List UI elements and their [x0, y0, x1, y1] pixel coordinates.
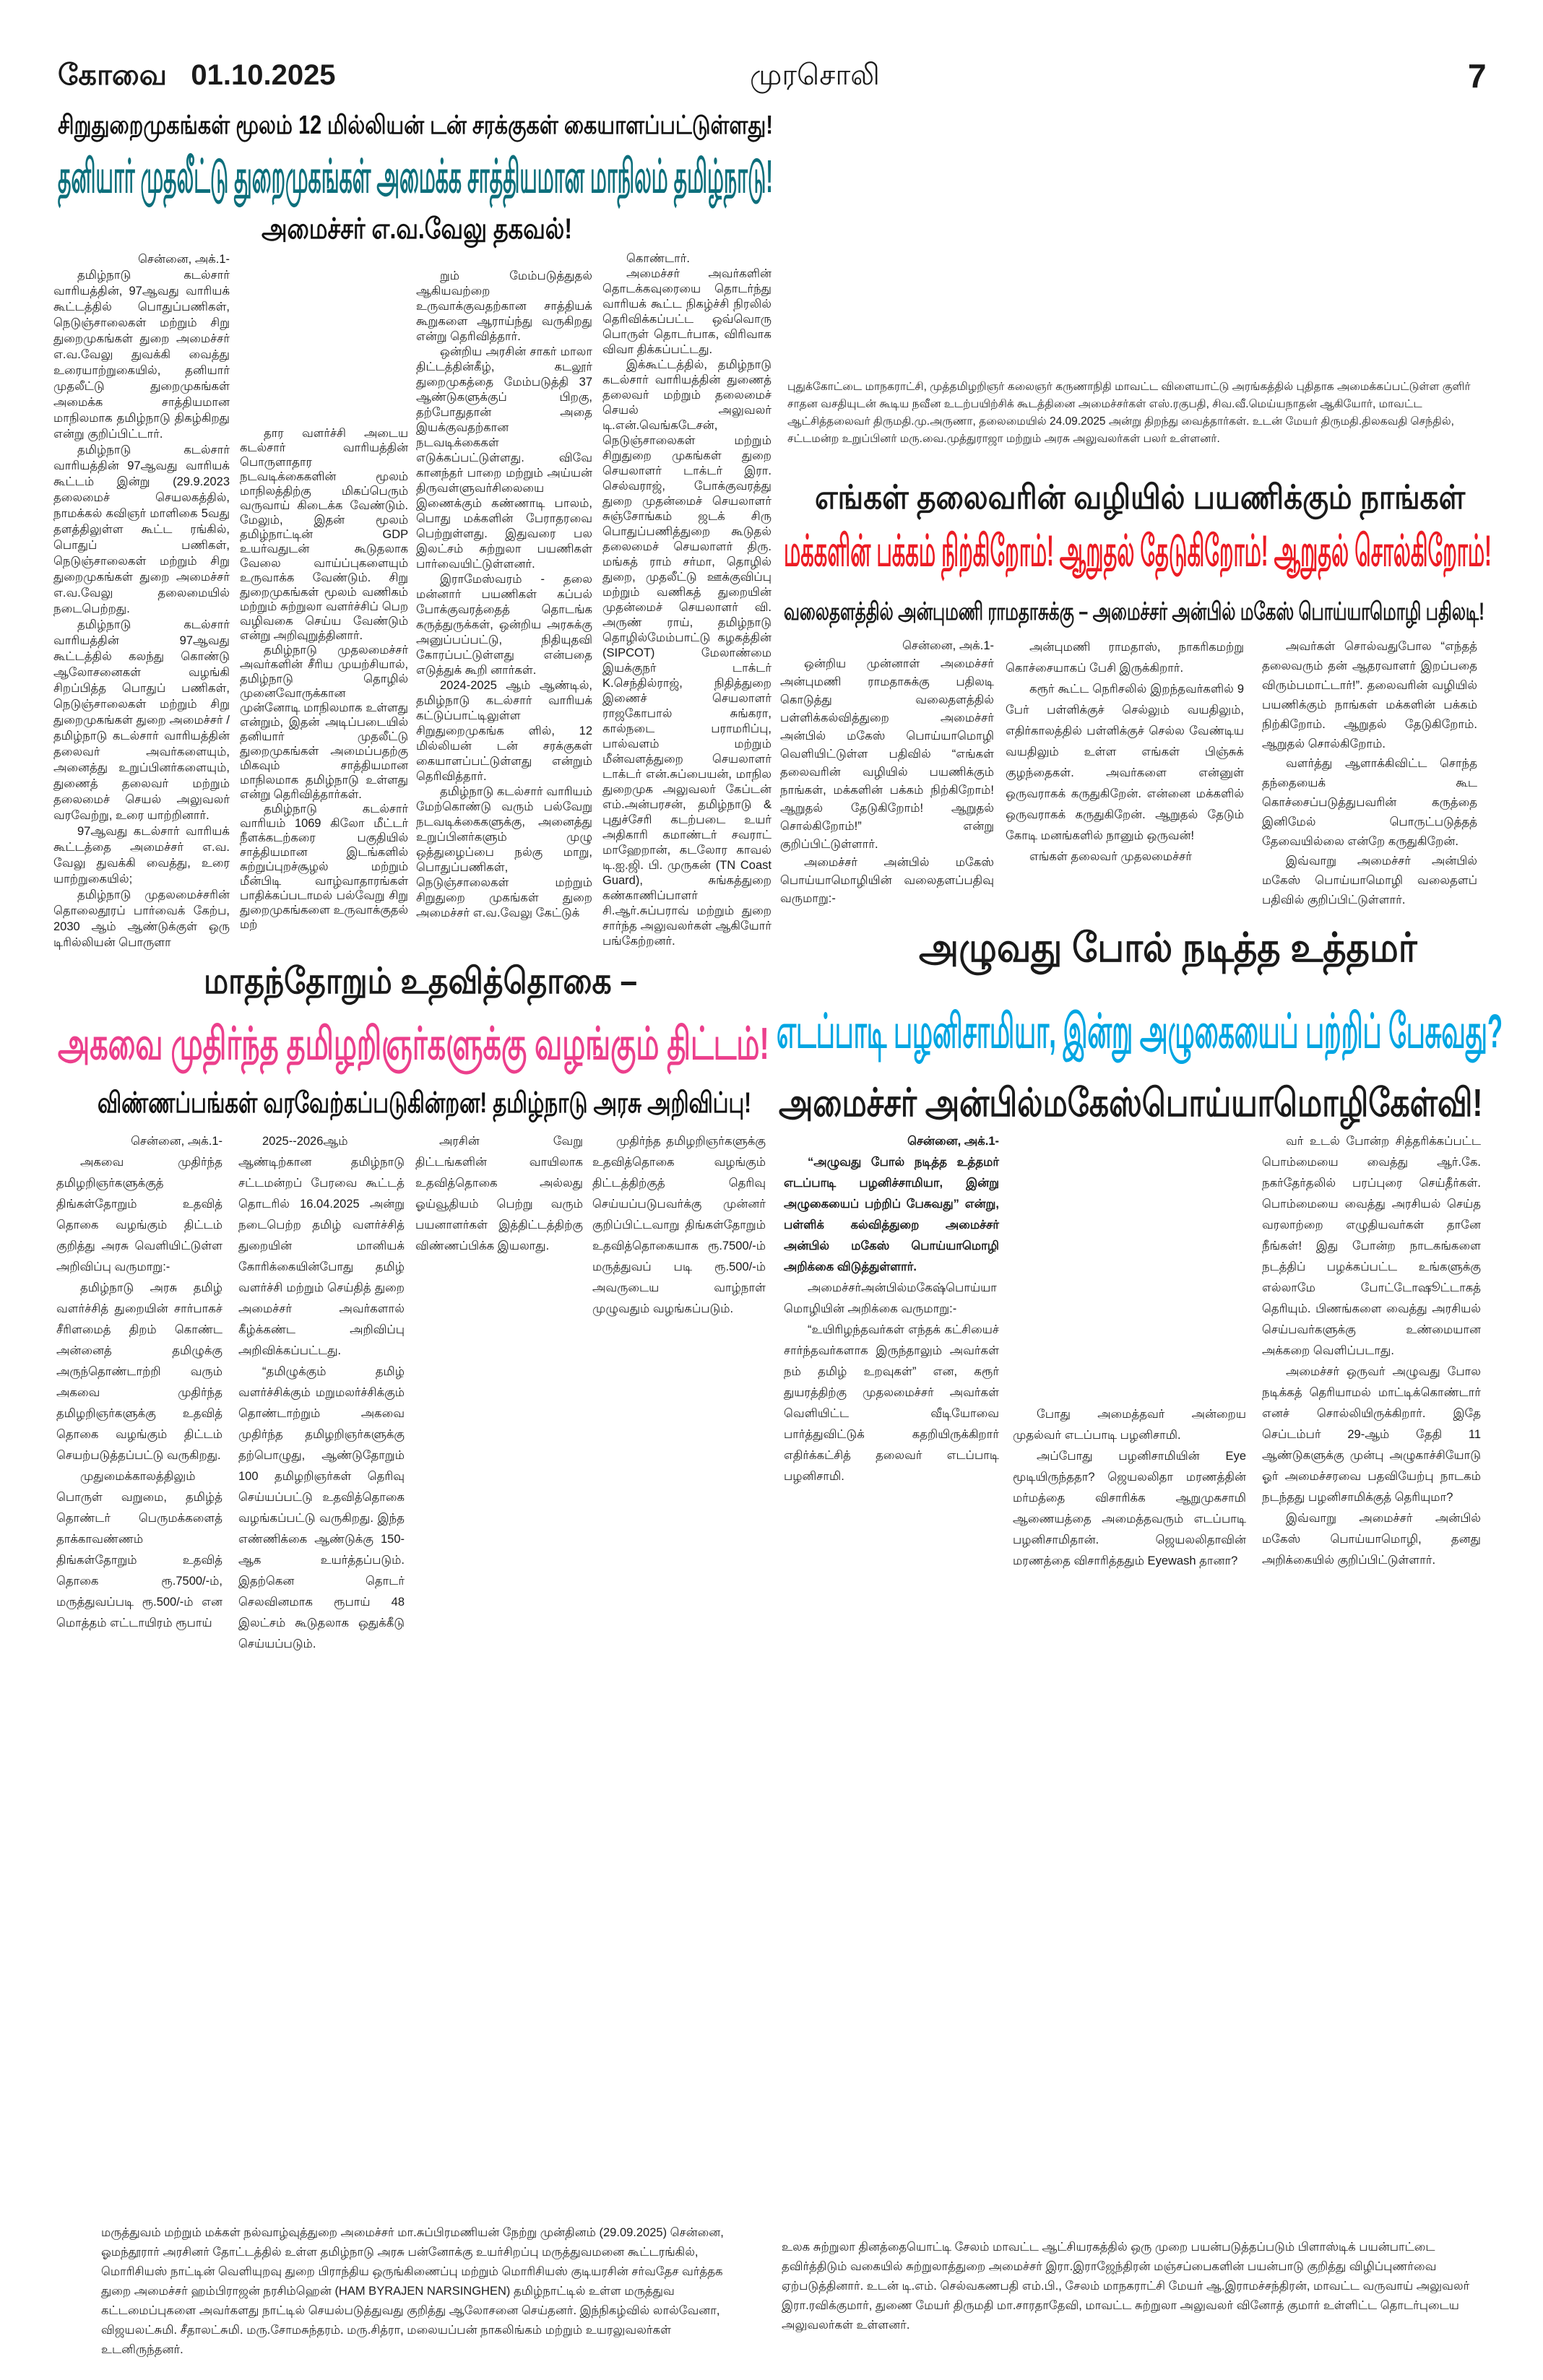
paragraph: கரூர் கூட்ட நெரிசலில் இறந்தவர்களில் 9 பே… [1006, 683, 1244, 842]
paragraph: வர் உடல் போன்ற சித்தரிக்கப்பட்ட பொம்மையை… [1262, 1135, 1481, 1357]
photo-placeholder [94, 1892, 766, 2210]
paragraph: தமிழ்நாடு முதலமைச்சரின் தொலைதூரப் பார்வை… [53, 888, 230, 949]
paragraph: முதுமைக்காலத்திலும் பொருள் வறுமை, தமிழ்த… [56, 1470, 222, 1630]
kicker: எங்கள் தலைவரின் வழியில் பயணிக்கும் நாங்க… [815, 478, 1466, 516]
paragraph: 2025--2026ஆம் ஆண்டிற்கான தமிழ்நாடு சட்டம… [238, 1135, 405, 1357]
dateline: சென்னை, அக்.1- [131, 1135, 222, 1148]
kicker: மாதந்தோறும் உதவித்தொகை – [204, 961, 638, 1001]
paragraph: எங்கள் தலைவர் முதலமைச்சர் [1029, 850, 1192, 863]
headline: தனியார் முதலீட்டு துறைமுகங்கள் அமைக்க சா… [58, 150, 773, 202]
paragraph: தமிழ்நாடு முதலமைச்சர் அவர்களின் சீரிய மு… [240, 644, 408, 801]
photo-caption: மருத்துவம் மற்றும் மக்கள் நல்வாழ்வுத்துற… [101, 2226, 724, 2356]
article-column: றும் மேம்படுத்துதல் ஆகியவற்றை உருவாக்குவ… [416, 269, 592, 921]
paragraph: அவர்கள் சொல்வதுபோல “எந்தத் தலைவரும் தன் … [1262, 640, 1477, 750]
paragraph: றும் மேம்படுத்துதல் ஆகியவற்றை உருவாக்குவ… [416, 269, 592, 343]
paragraph: அப்போது பழனிசாமியின் Eye மூடியிருந்ததா? … [1013, 1450, 1246, 1567]
paragraph: போது அமைத்தவர் அன்றைய முதல்வர் எடப்பாடி … [1013, 1408, 1246, 1442]
paragraph: அமைச்சர் அன்பில் மகேஸ் பொய்யாமொழியின் வல… [780, 856, 994, 905]
kicker: அழுவது போல் நடித்த உத்தமர் [919, 925, 1417, 970]
edition: கோவை [58, 59, 168, 91]
paragraph: இக்கூட்டத்தில், தமிழ்நாடு கடல்சார் வாரிய… [602, 358, 772, 948]
paragraph: இராமேஸ்வரம் - தலை மன்னார் பயணிகள் கப்பல்… [416, 573, 592, 677]
date: 01.10.2025 [191, 59, 336, 91]
photo-placeholder [780, 231, 1503, 376]
paragraph: அமைச்சர் ஒருவர் அழுவது போல நடிக்கத் தெரி… [1262, 1365, 1481, 1504]
article-column: தார வளர்ச்சி அடைய கடல்சார் வாரியத்தின் ப… [240, 426, 408, 932]
paragraph: அமைச்சர்அன்பில்மகேஷ்பொய்யாமொழியின் அறிக்… [784, 1281, 997, 1315]
subhead: அமைச்சர் எ.வ.வேலு தகவல்! [262, 213, 572, 245]
subhead: விண்ணப்பங்கள் வரவேற்கப்படுகின்றன! தமிழ்ந… [98, 1087, 751, 1119]
article-column: சென்னை, அக்.1- “அழுவது போல் நடித்த உத்தமர… [784, 1131, 999, 1487]
subhead: அமைச்சர் அன்பில்மகேஸ்பொய்யாமொழிகேள்வி! [779, 1081, 1483, 1125]
page-number: 7 [1468, 57, 1487, 95]
dateline: சென்னை, அக்.1- [902, 639, 994, 652]
paragraph: தமிழ்நாடு அரசு தமிழ் வளர்ச்சித் துறையின்… [56, 1281, 222, 1462]
article-column: கொண்டார். அமைச்சர் அவர்களின் தொடக்கவுரையை… [602, 251, 772, 949]
paragraph: முதிர்ந்த தமிழறிஞர்களுக்கு உதவித்தொகை வழ… [592, 1135, 766, 1315]
paragraph: தமிழ்நாடு கடல்சார் வாரியம் 1069 கிலோ மீட… [240, 802, 408, 931]
paragraph: அன்புமணி ராமதாஸ், நாகரிகமற்று கொச்சையாகப… [1006, 641, 1244, 675]
paper-name: முரசொலி [750, 59, 880, 91]
article-column: சென்னை, அக்.1- தமிழ்நாடு கடல்சார் வாரியத்… [53, 251, 230, 951]
paragraph: 2024-2025 ஆம் ஆண்டில், தமிழ்நாடு கடல்சார… [416, 679, 592, 783]
masthead-edition-date: கோவை 01.10.2025 [58, 59, 336, 95]
paragraph: “அழுவது போல் நடித்த உத்தமர் எடப்பாடி பழன… [784, 1156, 999, 1273]
paragraph: ஒன்றிய அரசின் சாகர் மாலா திட்டத்தின்கீழ்… [416, 345, 592, 571]
subhead: வலைதளத்தில் அன்புமணி ராமதாசுக்கு – அமைச்… [784, 598, 1484, 626]
paragraph: கொண்டார். [626, 252, 690, 265]
paragraph: அமைச்சர் அவர்களின் தொடக்கவுரையை தொடர்ந்த… [602, 267, 772, 356]
headline: எடப்பாடி பழனிசாமியா, இன்று அழுகையைப் பற்… [777, 1004, 1503, 1057]
paragraph: வளர்த்து ஆளாக்கிவிட்ட சொந்த தந்தையைக் கூ… [1262, 757, 1477, 848]
paragraph: 97ஆவது கடல்சார் வாரியக் கூட்டத்தை அமைச்ச… [53, 825, 230, 886]
article-column: சென்னை, அக்.1- அகவை முதிர்ந்த தமிழறிஞர்கள… [56, 1131, 222, 1634]
paragraph: ஒன்றிய முன்னாள் அமைச்சர் அன்புமணி ராமதாச… [780, 657, 994, 851]
headline: மக்களின் பக்கம் நிற்கிறோம்! ஆறுதல் தேடுக… [784, 527, 1492, 575]
article-column: முதிர்ந்த தமிழறிஞர்களுக்கு உதவித்தொகை வழ… [592, 1131, 766, 1320]
article-column: வர் உடல் போன்ற சித்தரிக்கப்பட்ட பொம்மையை… [1262, 1131, 1481, 1571]
paragraph: தமிழ்நாடு கடல்சார் வாரியத்தின் 97ஆவது வா… [53, 443, 230, 615]
paragraph: இவ்வாறு அமைச்சர் அன்பில் மகேஸ் பொய்யாமொழ… [1262, 1512, 1481, 1567]
photo-placeholder [238, 249, 408, 419]
dateline: சென்னை, அக்.1- [138, 253, 230, 266]
paragraph: “தமிழுக்கும் தமிழ் வளர்ச்சிக்கும் மறுமலர… [238, 1365, 405, 1650]
article-column: போது அமைத்தவர் அன்றைய முதல்வர் எடப்பாடி … [1013, 1404, 1246, 1572]
photo-placeholder [1011, 1131, 1250, 1398]
article-column: அன்புமணி ராமதாஸ், நாகரிகமற்று கொச்சையாகப… [1006, 637, 1244, 867]
paragraph: தமிழ்நாடு கடல்சார் வாரியத்தின், 97ஆவது வ… [53, 269, 230, 441]
dateline: சென்னை, அக்.1- [907, 1135, 999, 1148]
paragraph: தார வளர்ச்சி அடைய கடல்சார் வாரியத்தின் ப… [240, 427, 408, 642]
paragraph: இவ்வாறு அமைச்சர் அன்பில் மகேஸ் பொய்யாமொழ… [1262, 854, 1477, 906]
photo-caption: புதுக்கோட்டை மாநகராட்சி, முத்தமிழறிஞர் க… [787, 381, 1471, 445]
photo-caption: உலக சுற்றுலா தினத்தையொட்டி சேலம் மாவட்ட … [782, 2241, 1470, 2332]
paragraph: “உயிரிழந்தவர்கள் எந்தக் கட்சியைச் சார்ந்… [784, 1323, 999, 1483]
kicker: சிறுதுறைமுகங்கள் மூலம் 12 மில்லியன் டன் … [58, 110, 773, 139]
paragraph: தமிழ்நாடு கடல்சார் வாரியம் மேற்கொண்டு வர… [416, 785, 592, 919]
article-column: 2025--2026ஆம் ஆண்டிற்கான தமிழ்நாடு சட்டம… [238, 1131, 405, 1655]
paragraph: தமிழ்நாடு கடல்சார் வாரியத்தின் 97ஆவது கூ… [53, 618, 230, 822]
article-column: அரசின் வேறு திட்டங்களின் வாயிலாக உதவித்த… [415, 1131, 583, 1257]
headline: அகவை முதிர்ந்த தமிழறிஞர்களுக்கு வழங்கும்… [58, 1019, 769, 1069]
article-column: சென்னை, அக்.1- ஒன்றிய முன்னாள் அமைச்சர் அ… [780, 637, 994, 908]
paragraph: அரசின் வேறு திட்டங்களின் வாயிலாக உதவித்த… [415, 1135, 583, 1252]
article-column: அவர்கள் சொல்வதுபோல “எந்தத் தலைவரும் தன் … [1262, 637, 1477, 910]
paragraph: அகவை முதிர்ந்த தமிழறிஞர்களுக்குத் திங்கள… [56, 1156, 222, 1273]
photo-placeholder [780, 1892, 1488, 2225]
